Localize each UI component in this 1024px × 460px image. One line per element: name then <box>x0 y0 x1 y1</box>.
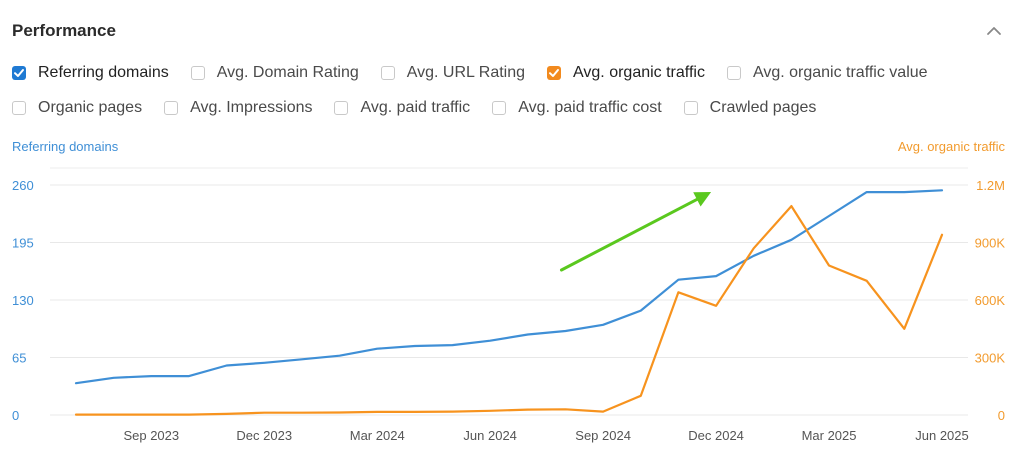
options-row-1: Referring domains Avg. Domain Rating Avg. … <box>12 60 1012 86</box>
x-tick-label: Mar 2024 <box>350 428 405 443</box>
collapse-button[interactable] <box>984 21 1004 41</box>
option-label: Avg. organic traffic value <box>752 64 928 81</box>
left-tick-label: 65 <box>12 351 26 366</box>
x-tick-label: Jun 2024 <box>463 428 517 443</box>
checkbox-organic-pages[interactable] <box>12 101 26 115</box>
option-crawled-pages[interactable]: Crawled pages <box>683 99 817 117</box>
option-avg-organic-traffic-value[interactable]: Avg. organic traffic value <box>726 64 928 82</box>
trend-arrow-head <box>693 192 712 207</box>
checkbox-avg-url-rating[interactable] <box>380 66 395 80</box>
option-referring-domains[interactable]: Referring domains <box>12 64 169 82</box>
checkmark-icon <box>14 69 24 77</box>
right-tick-label: 300K <box>975 351 1006 366</box>
options-row-2: Organic pages Avg. Impressions Avg. paid t… <box>12 95 1012 121</box>
x-tick-label: Dec 2024 <box>688 428 744 443</box>
x-tick-label: Jun 2025 <box>915 428 969 443</box>
option-label: Organic pages <box>38 99 143 116</box>
option-label: Referring domains <box>38 64 169 81</box>
checkbox-crawled-pages[interactable] <box>683 101 698 115</box>
x-tick-label: Dec 2023 <box>236 428 292 443</box>
left-tick-label: 195 <box>12 236 34 251</box>
option-label: Avg. paid traffic <box>360 99 471 116</box>
option-organic-pages[interactable]: Organic pages <box>12 99 142 117</box>
right-tick-label: 0 <box>998 408 1005 423</box>
left-tick-label: 260 <box>12 178 34 193</box>
panel-title: Performance <box>12 21 116 40</box>
checkmark-icon <box>549 69 560 77</box>
checkbox-avg-impressions[interactable] <box>164 101 179 115</box>
left-tick-label: 0 <box>12 408 19 423</box>
option-label: Crawled pages <box>709 99 817 116</box>
option-avg-paid-traffic-cost[interactable]: Avg. paid traffic cost <box>492 99 662 117</box>
checkbox-avg-paid-traffic-cost[interactable] <box>492 101 507 115</box>
option-label: Avg. organic traffic <box>573 64 705 81</box>
x-tick-label: Sep 2024 <box>575 428 631 443</box>
chevron-up-icon <box>987 27 1001 35</box>
right-tick-label: 1.2M <box>976 178 1005 193</box>
organic-traffic-line <box>74 204 944 416</box>
trend-arrow-shaft <box>559 197 699 272</box>
option-avg-domain-rating[interactable]: Avg. Domain Rating <box>190 64 359 82</box>
right-tick-label: 900K <box>975 236 1006 251</box>
option-label: Avg. Domain Rating <box>216 64 359 81</box>
checkbox-avg-paid-traffic[interactable] <box>334 101 349 115</box>
checkbox-avg-organic-traffic[interactable] <box>547 66 562 80</box>
option-label: Avg. URL Rating <box>406 64 526 81</box>
checkbox-referring-domains[interactable] <box>12 66 26 80</box>
metric-options: Referring domains Avg. Domain Rating Avg. … <box>12 60 1012 130</box>
left-tick-label: 130 <box>12 293 34 308</box>
checkbox-avg-organic-traffic-value[interactable] <box>726 66 741 80</box>
left-axis-title: Referring domains <box>12 139 119 154</box>
right-tick-label: 600K <box>975 293 1006 308</box>
option-avg-paid-traffic[interactable]: Avg. paid traffic <box>334 99 470 117</box>
right-axis-title: Avg. organic traffic <box>898 139 1006 154</box>
option-label: Avg. paid traffic cost <box>518 99 662 116</box>
option-avg-organic-traffic[interactable]: Avg. organic traffic <box>547 64 705 82</box>
option-avg-impressions[interactable]: Avg. Impressions <box>164 99 312 117</box>
performance-chart: Referring domains Avg. organic traffic 0 0 6… <box>12 139 1006 443</box>
option-label: Avg. Impressions <box>190 99 313 116</box>
referring-domains-line <box>74 189 944 385</box>
option-avg-url-rating[interactable]: Avg. URL Rating <box>380 64 526 82</box>
panel-header: Performance <box>12 18 1004 44</box>
x-tick-label: Sep 2023 <box>123 428 179 443</box>
checkbox-avg-domain-rating[interactable] <box>190 66 205 80</box>
x-tick-label: Mar 2025 <box>802 428 857 443</box>
